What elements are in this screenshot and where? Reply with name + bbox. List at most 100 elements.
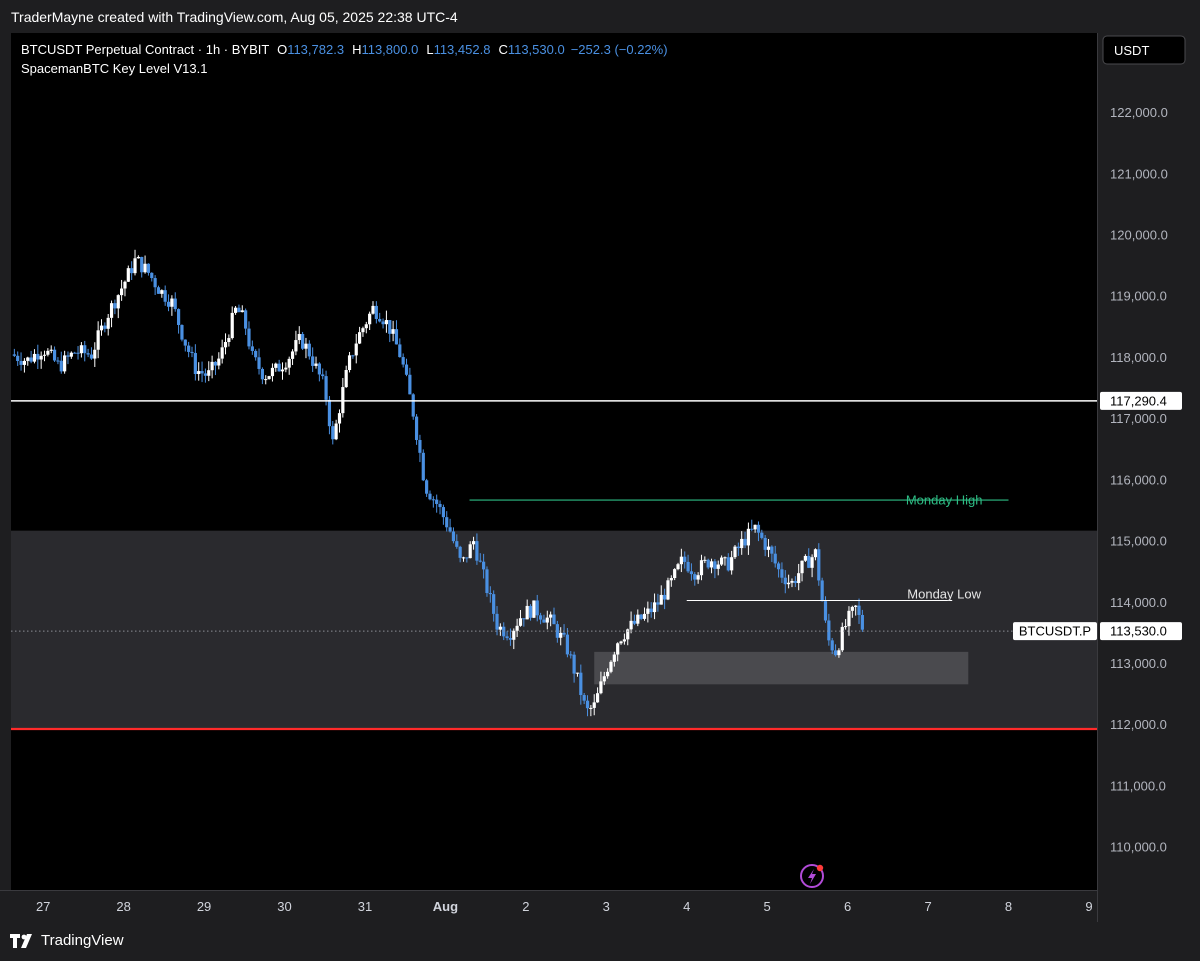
candle-up	[287, 358, 291, 368]
candle-down	[783, 577, 787, 585]
candle-down	[59, 360, 63, 372]
candle-down	[146, 263, 151, 273]
candle-down	[254, 350, 258, 358]
candle-up	[304, 343, 308, 349]
alert-dot	[816, 864, 824, 872]
legend-change: −252.3 (−0.22%)	[571, 42, 668, 57]
time-tick: 3	[603, 899, 610, 914]
candle-up	[79, 345, 83, 354]
candle-up	[126, 268, 130, 282]
price-tick: 120,000.0	[1110, 228, 1168, 243]
candle-up	[803, 555, 807, 561]
candle-up	[69, 352, 73, 357]
candle-up	[532, 600, 536, 618]
candle-down	[301, 334, 305, 349]
candle-down	[140, 256, 144, 273]
candle-down	[438, 503, 442, 508]
time-tick: 2	[522, 899, 529, 914]
candle-down	[552, 614, 556, 625]
candle-down	[260, 368, 264, 380]
candle-down	[656, 602, 660, 605]
candle-down	[130, 268, 134, 274]
candle-up	[549, 614, 553, 618]
price-tick: 118,000.0	[1110, 350, 1167, 365]
candle-down	[663, 594, 667, 600]
candle-down	[522, 618, 526, 620]
candle-down	[760, 532, 764, 538]
candle-up	[740, 538, 744, 549]
candle-up	[709, 561, 714, 568]
candle-up	[270, 367, 275, 377]
candle-up	[518, 618, 523, 626]
candle-up	[813, 549, 818, 558]
candle-down	[29, 357, 33, 362]
candle-down	[381, 321, 385, 325]
candle-up	[673, 569, 677, 579]
candle-up	[515, 625, 519, 631]
candle-down	[425, 480, 429, 494]
candle-up	[49, 349, 53, 351]
candle-up	[123, 281, 127, 289]
price-tick: 122,000.0	[1110, 105, 1168, 120]
candle-down	[180, 324, 184, 340]
candle-up	[595, 693, 600, 703]
candle-up	[850, 606, 854, 611]
candle-down	[508, 638, 513, 640]
candle-down	[351, 355, 355, 357]
candle-up	[46, 350, 50, 355]
candle-down	[478, 560, 482, 562]
candle-up	[227, 338, 231, 343]
candle-down	[203, 373, 208, 376]
candle-down	[585, 700, 590, 709]
candle-down	[83, 345, 87, 354]
tradingview-logo[interactable]: TradingView	[10, 932, 124, 949]
candle-down	[183, 339, 187, 346]
candle-down	[455, 541, 459, 547]
candle-down	[89, 354, 94, 359]
candle-up	[294, 340, 298, 352]
candle-down	[756, 524, 761, 533]
candle-up	[616, 643, 620, 655]
candle-up	[207, 370, 211, 376]
time-tick: 31	[358, 899, 372, 914]
candle-down	[187, 345, 191, 352]
candle-up	[666, 580, 670, 600]
candle-down	[475, 541, 479, 561]
price-axis	[1097, 33, 1200, 890]
price-tick: 119,000.0	[1110, 289, 1167, 304]
candle-down	[317, 363, 321, 375]
candle-up	[220, 347, 224, 359]
candle-up	[559, 632, 563, 638]
candle-up	[716, 564, 720, 569]
candle-up	[626, 629, 630, 640]
candle-up	[719, 557, 724, 565]
candle-down	[458, 546, 462, 558]
candle-down	[776, 563, 781, 570]
creator-caption: TraderMayne created with TradingView.com…	[11, 9, 458, 25]
currency-button	[1102, 35, 1186, 65]
indicator-name: SpacemanBTC Key Level V13.1	[21, 61, 207, 76]
candle-up	[512, 630, 516, 640]
candle-up	[646, 608, 650, 614]
candle-up	[622, 639, 626, 642]
candle-up	[391, 329, 395, 334]
candle-up	[699, 560, 704, 576]
candle-up	[22, 360, 27, 365]
time-tick: 28	[116, 899, 130, 914]
candle-down	[311, 356, 315, 366]
candle-up	[280, 369, 285, 372]
candle-down	[200, 371, 204, 374]
candle-down	[16, 355, 20, 362]
candle-up	[99, 325, 104, 331]
candle-up	[361, 328, 365, 333]
candle-down	[572, 654, 576, 674]
tradingview-logo-icon	[10, 933, 32, 948]
price-tick: 113,000.0	[1110, 656, 1167, 671]
price-tick: 117,000.0	[1110, 411, 1167, 426]
candle-down	[750, 528, 754, 530]
candle-down	[726, 557, 730, 571]
candle-down	[706, 559, 710, 568]
candle-down	[307, 343, 311, 357]
candle-down	[374, 305, 378, 319]
